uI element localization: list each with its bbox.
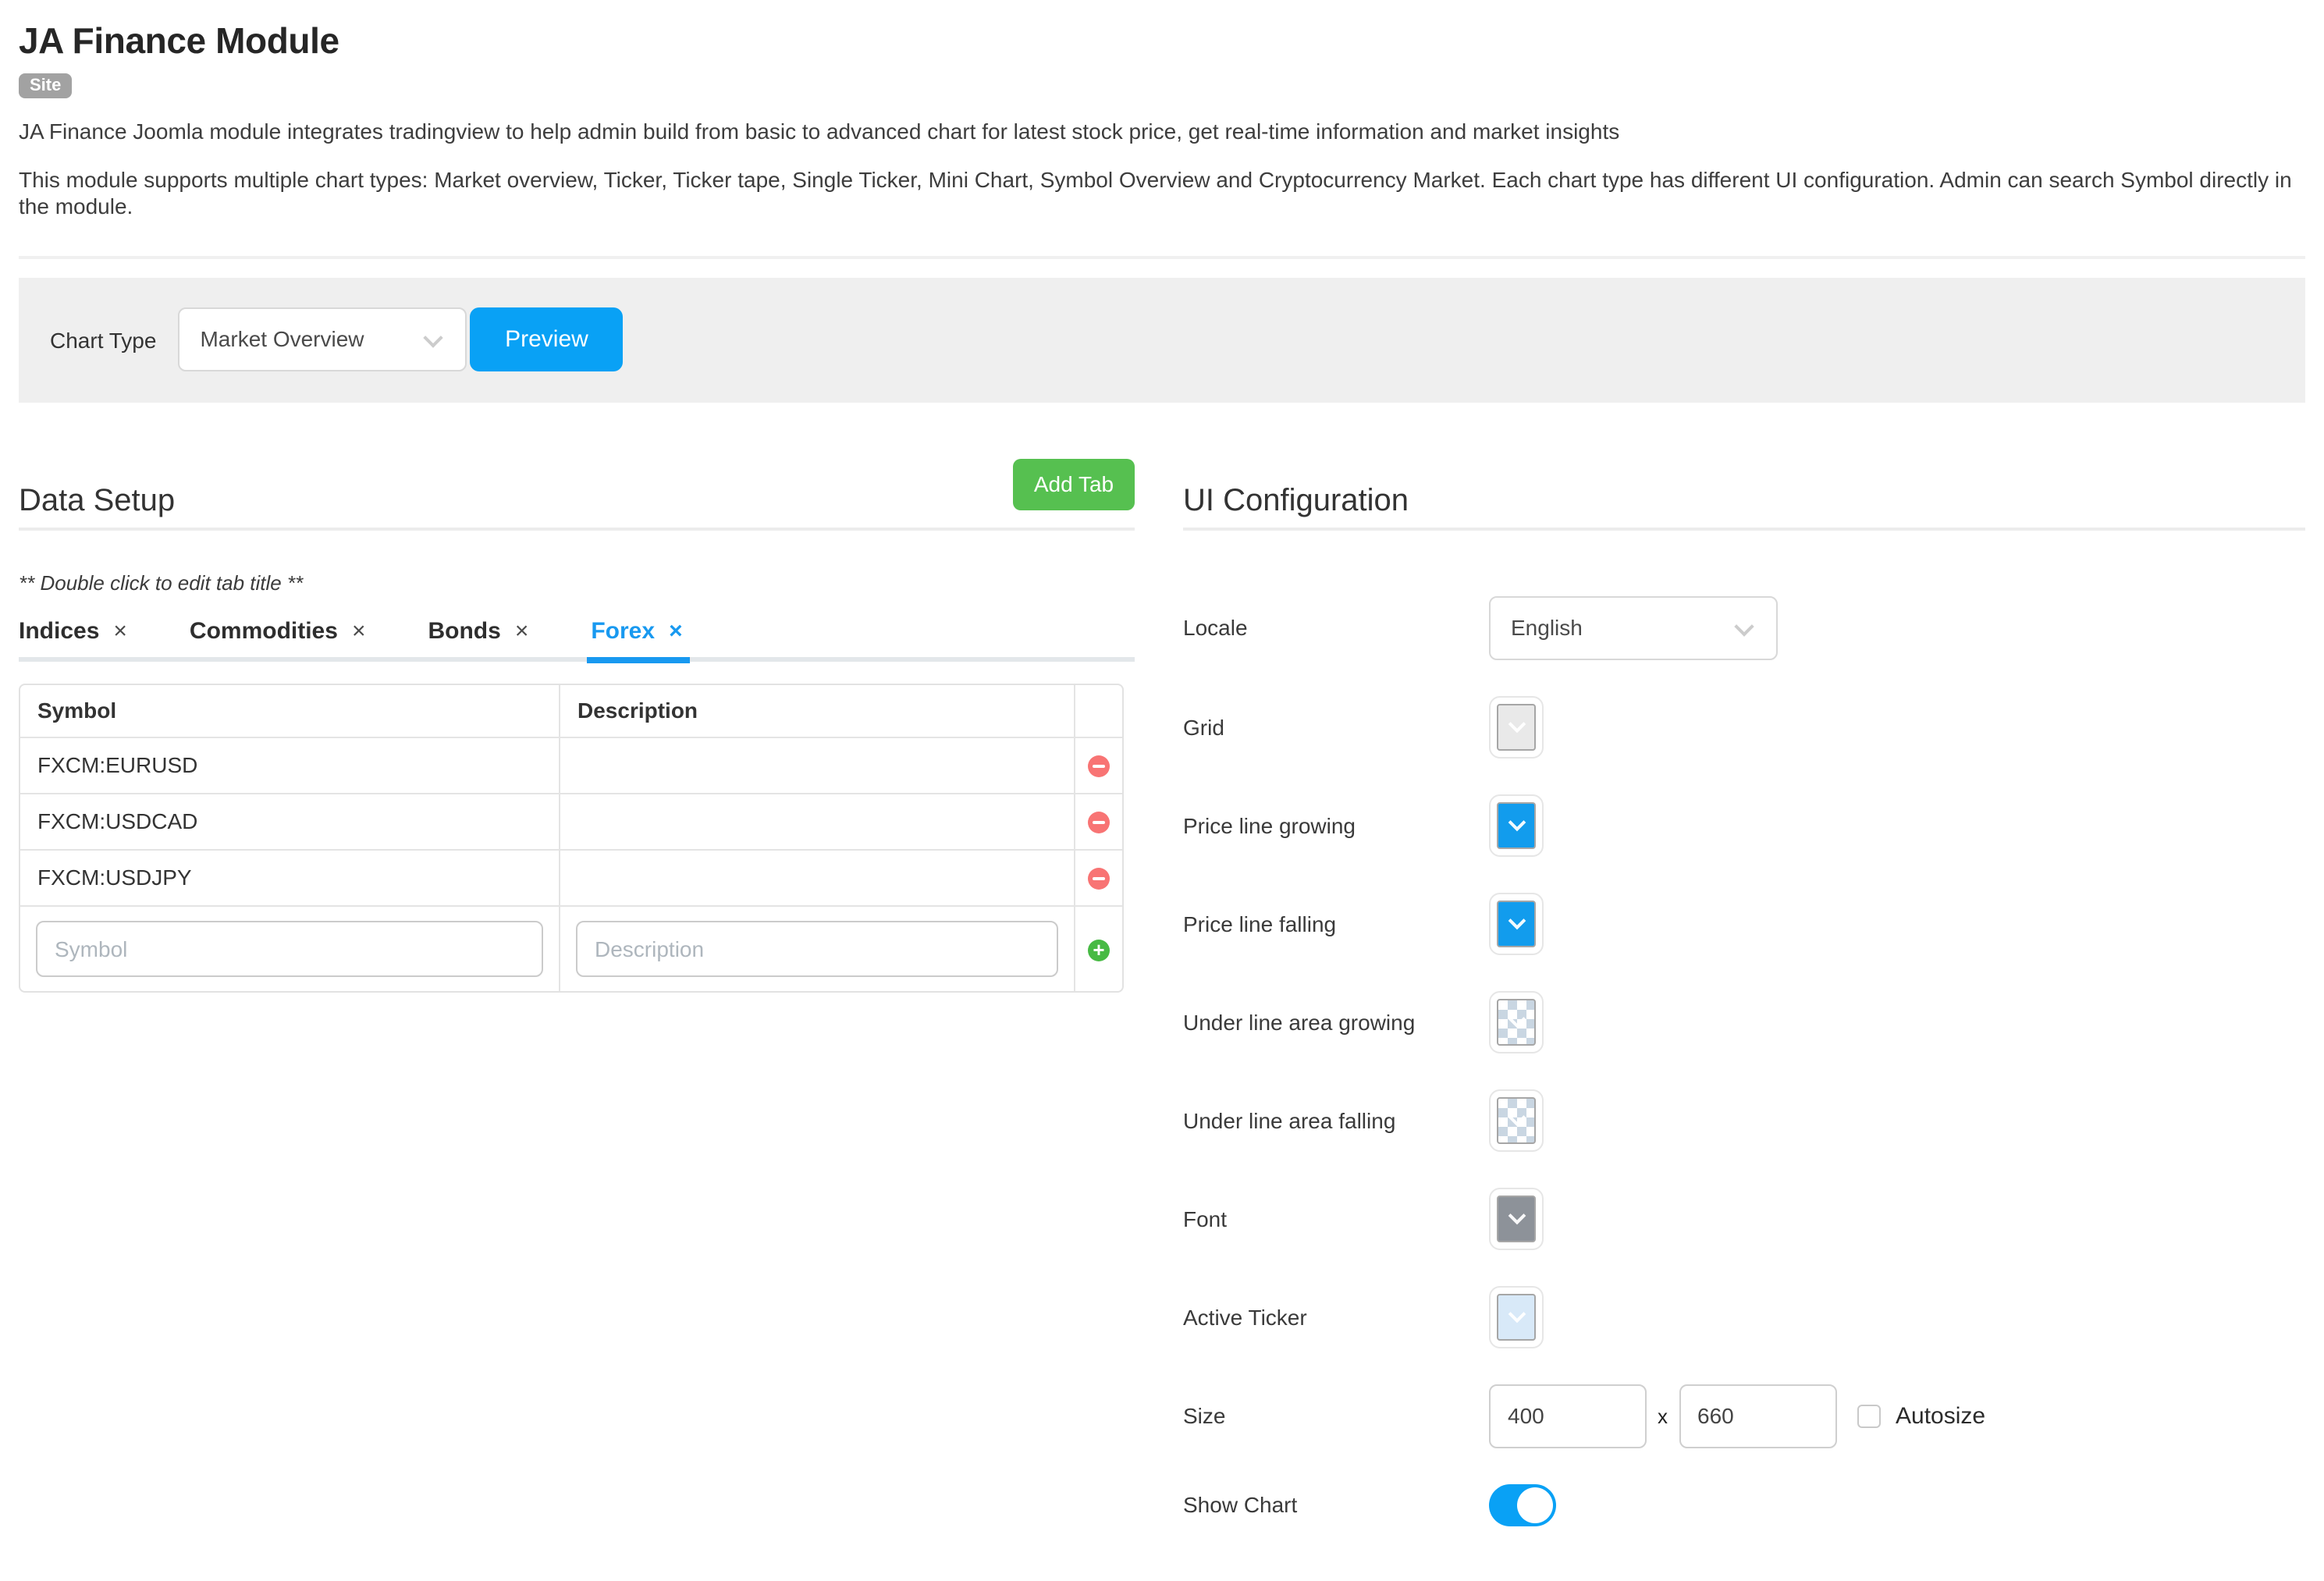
preview-button[interactable]: Preview: [470, 307, 624, 371]
font-color-row: Font: [1183, 1187, 2305, 1249]
under-line-area-falling-row: Under line area falling: [1183, 1089, 2305, 1151]
height-input[interactable]: [1679, 1384, 1836, 1448]
price-line-falling-row: Price line falling: [1183, 892, 2305, 954]
symbol-column-header: Symbol: [20, 684, 559, 737]
symbol-cell: FXCM:USDCAD: [20, 794, 559, 850]
symbols-table: Symbol Description FXCM:EURUSD FXCM:USDC…: [19, 683, 1124, 992]
chevron-down-icon: [1734, 616, 1754, 636]
data-setup-heading: Data Setup: [19, 483, 176, 517]
active-ticker-color-picker[interactable]: [1489, 1285, 1544, 1348]
under-line-area-falling-color-picker[interactable]: [1489, 1089, 1544, 1151]
show-chart-label: Show Chart: [1183, 1492, 1298, 1517]
show-chart-row: Show Chart: [1183, 1483, 2305, 1526]
description-cell: [559, 850, 1074, 906]
chart-type-label: Chart Type: [50, 327, 157, 352]
tab-edit-note: ** Double click to edit tab title **: [19, 570, 304, 594]
remove-row-icon[interactable]: [1088, 755, 1110, 778]
ui-configuration-section: UI Configuration Locale English Grid: [1183, 483, 2305, 1561]
data-setup-section: Data Setup Add Tab ** Double click to ed…: [19, 458, 1135, 1561]
font-color-picker[interactable]: [1489, 1187, 1544, 1249]
table-row: FXCM:USDCAD: [20, 794, 1122, 850]
price-line-growing-row: Price line growing: [1183, 794, 2305, 856]
width-input[interactable]: [1489, 1384, 1647, 1448]
locale-select[interactable]: English: [1489, 595, 1778, 659]
autosize-label: Autosize: [1896, 1402, 1986, 1429]
under-line-area-growing-row: Under line area growing: [1183, 990, 2305, 1053]
size-label: Size: [1183, 1403, 1226, 1428]
active-ticker-row: Active Ticker: [1183, 1285, 2305, 1348]
symbol-input[interactable]: [36, 920, 543, 976]
table-input-row: [20, 906, 1122, 990]
chart-type-select[interactable]: Market Overview: [178, 307, 467, 371]
close-icon[interactable]: ×: [351, 617, 366, 644]
close-icon[interactable]: ×: [113, 617, 127, 644]
symbol-cell: FXCM:USDJPY: [20, 850, 559, 906]
description-input[interactable]: [576, 920, 1058, 976]
chart-type-bar: Chart Type Market Overview Preview: [19, 277, 2305, 402]
toggle-knob: [1517, 1487, 1553, 1522]
remove-row-icon[interactable]: [1088, 812, 1110, 834]
table-header-row: Symbol Description: [20, 684, 1122, 737]
description-cell: [559, 737, 1074, 794]
data-tabs: Indices × Commodities × Bonds × Forex ×: [19, 617, 1135, 663]
ui-configuration-heading: UI Configuration: [1183, 483, 1409, 517]
locale-selected-value: English: [1511, 614, 1583, 639]
chevron-down-icon: [1507, 911, 1526, 929]
price-line-growing-color-picker[interactable]: [1489, 794, 1544, 856]
chevron-down-icon: [1507, 1107, 1526, 1126]
description-cell: [559, 794, 1074, 850]
locale-row: Locale English: [1183, 595, 2305, 659]
show-chart-toggle[interactable]: [1489, 1483, 1556, 1526]
chevron-down-icon: [1507, 1304, 1526, 1323]
autosize-checkbox[interactable]: [1857, 1404, 1880, 1427]
description-column-header: Description: [559, 684, 1074, 737]
table-row: FXCM:USDJPY: [20, 850, 1122, 906]
remove-row-icon[interactable]: [1088, 868, 1110, 890]
tab-commodities[interactable]: Commodities ×: [189, 617, 366, 644]
locale-label: Locale: [1183, 615, 1248, 640]
chart-type-selected-value: Market Overview: [200, 326, 364, 351]
module-description-1: JA Finance Joomla module integrates trad…: [19, 119, 1620, 144]
symbol-cell: FXCM:EURUSD: [20, 737, 559, 794]
size-row: Size x Autosize: [1183, 1384, 2305, 1448]
tab-indices[interactable]: Indices ×: [19, 617, 127, 644]
chevron-down-icon: [423, 328, 444, 348]
close-icon[interactable]: ×: [514, 617, 529, 644]
size-separator: x: [1658, 1404, 1668, 1427]
chevron-down-icon: [1507, 1009, 1526, 1028]
price-line-falling-color-picker[interactable]: [1489, 892, 1544, 954]
site-badge: Site: [19, 73, 73, 98]
table-row: FXCM:EURUSD: [20, 737, 1122, 794]
page-title: JA Finance Module: [19, 20, 339, 61]
header-divider: [19, 255, 2305, 258]
tab-forex[interactable]: Forex ×: [586, 617, 690, 663]
close-icon[interactable]: ×: [669, 617, 683, 644]
module-description-2: This module supports multiple chart type…: [19, 166, 2292, 218]
grid-color-row: Grid: [1183, 695, 2305, 758]
add-tab-button[interactable]: Add Tab: [1013, 458, 1135, 510]
chevron-down-icon: [1507, 1206, 1526, 1224]
tab-bonds[interactable]: Bonds ×: [428, 617, 529, 644]
under-line-area-growing-color-picker[interactable]: [1489, 990, 1544, 1053]
grid-color-picker[interactable]: [1489, 695, 1544, 758]
add-row-icon[interactable]: [1088, 939, 1110, 961]
chevron-down-icon: [1507, 812, 1526, 831]
chevron-down-icon: [1507, 714, 1526, 733]
